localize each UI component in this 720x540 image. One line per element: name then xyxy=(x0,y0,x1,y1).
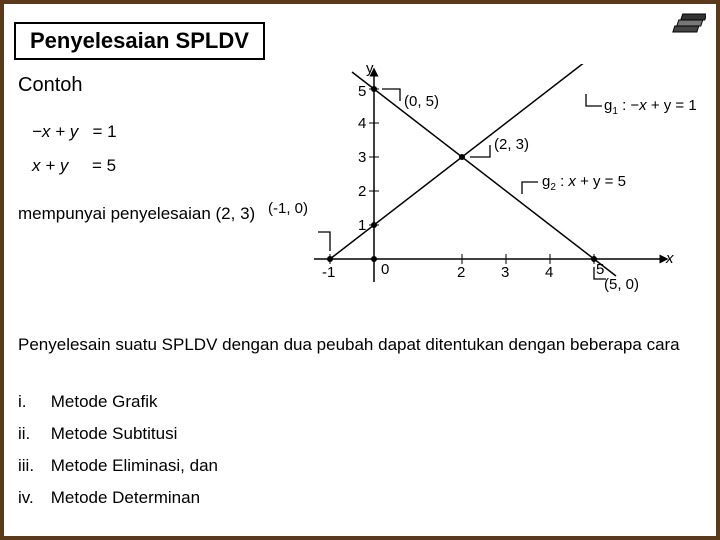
method-label-4: Metode Determinan xyxy=(51,488,200,507)
solution-text: mempunyai penyelesaian (2, 3) xyxy=(18,204,255,224)
eq2-rhs: = 5 xyxy=(92,156,116,175)
methods-list: i. Metode Grafik ii. Metode Subtitusi ii… xyxy=(18,392,218,520)
method-item-3: iii. Metode Eliminasi, dan xyxy=(18,456,218,476)
line-label-g2: g2 : x + y = 5 xyxy=(542,173,626,193)
page-title: Penyelesaian SPLDV xyxy=(14,22,265,60)
eq1-lhs: −x + y xyxy=(32,122,78,141)
eq2-lhs: x + y xyxy=(32,156,68,175)
x-axis-label: x xyxy=(666,250,674,267)
method-label-3: Metode Eliminasi, dan xyxy=(51,456,218,475)
method-num-3: iii. xyxy=(18,456,46,476)
method-label-2: Metode Subtitusi xyxy=(51,424,178,443)
point-label-5-0: (5, 0) xyxy=(604,276,639,293)
method-num-4: iv. xyxy=(18,488,46,508)
point-label-2-3: (2, 3) xyxy=(494,136,529,153)
books-icon xyxy=(666,10,706,43)
point-label--1-0: (-1, 0) xyxy=(268,200,308,217)
method-num-2: ii. xyxy=(18,424,46,444)
method-item-2: ii. Metode Subtitusi xyxy=(18,424,218,444)
ytick-2: 2 xyxy=(358,183,366,200)
xtick-4: 4 xyxy=(545,264,553,281)
equation-1: −x + y = 1 xyxy=(32,122,117,142)
example-heading: Contoh xyxy=(18,74,83,97)
intersection-graph: y x -1 0 2 3 4 5 1 2 3 4 5 (0, 5) g1 : −… xyxy=(304,64,704,294)
equation-2: x + y = 5 xyxy=(32,156,116,176)
ytick-4: 4 xyxy=(358,115,366,132)
method-label-1: Metode Grafik xyxy=(51,392,158,411)
point-label-0-5: (0, 5) xyxy=(404,93,439,110)
method-num-1: i. xyxy=(18,392,46,412)
eq1-rhs: = 1 xyxy=(92,122,116,141)
y-axis-label: y xyxy=(366,60,374,77)
line-label-g1: g1 : −x + y = 1 xyxy=(604,97,697,117)
ytick-5: 5 xyxy=(358,83,366,100)
xtick-3: 3 xyxy=(501,264,509,281)
xtick-2: 2 xyxy=(457,264,465,281)
bottom-paragraph: Penyelesain suatu SPLDV dengan dua peuba… xyxy=(18,334,702,356)
xtick-0: 0 xyxy=(381,261,389,278)
method-item-1: i. Metode Grafik xyxy=(18,392,218,412)
ytick-3: 3 xyxy=(358,149,366,166)
ytick-1: 1 xyxy=(358,217,366,234)
method-item-4: iv. Metode Determinan xyxy=(18,488,218,508)
xtick--1: -1 xyxy=(322,264,335,281)
